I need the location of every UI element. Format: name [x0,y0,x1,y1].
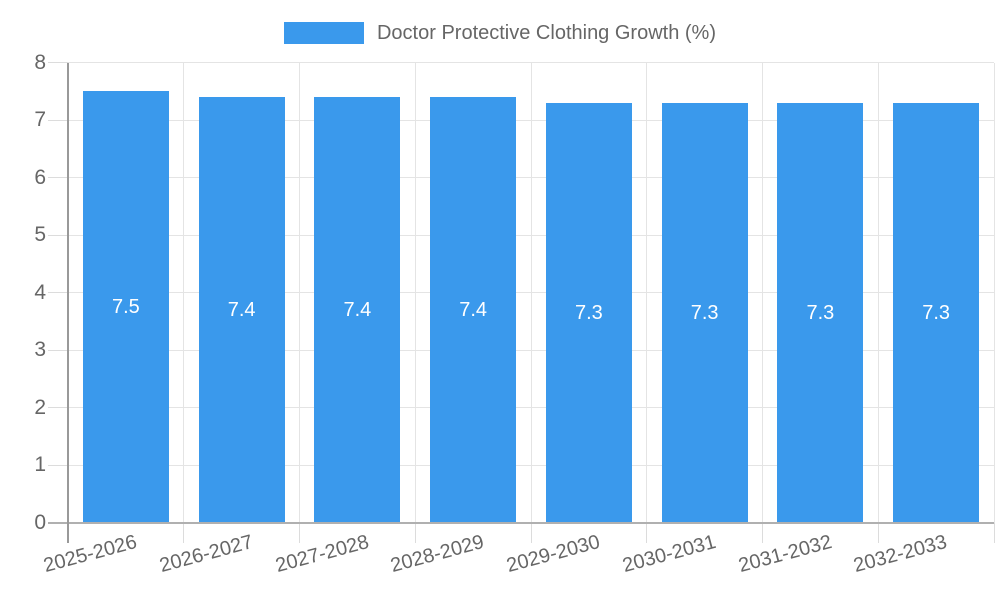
y-tick-label: 6 [34,165,46,189]
gridline-x [183,62,185,523]
x-tick-mark [183,522,185,543]
y-tick-mark [48,234,68,236]
y-tick-label: 3 [34,338,46,361]
y-tick-label: 4 [34,280,46,304]
bar-value-label: 7.4 [343,298,372,321]
bar [893,102,980,523]
x-tick-mark [646,522,648,543]
bar [430,97,517,523]
chart-legend[interactable]: Doctor Protective Clothing Growth (%) [0,20,1000,46]
x-tick-mark [299,522,300,543]
gridline-x [299,62,300,523]
bar [82,91,169,523]
legend-label: Doctor Protective Clothing Growth (%) [376,22,716,44]
x-tick-label: 2029-2030 [504,530,603,577]
gridline-x [762,62,763,523]
x-tick-label: 2032-2033 [851,530,950,577]
gridline-x [414,62,416,523]
x-tick-label: 2030-2031 [620,530,719,577]
y-tick-mark [48,177,68,178]
y-tick-mark [48,464,68,466]
bar-value-label: 7.3 [690,301,719,324]
gridline-x [877,62,879,523]
y-axis-line [67,62,69,543]
x-tick-mark [414,522,416,543]
bar [545,102,632,523]
x-tick-label: 2025-2026 [41,530,140,577]
y-tick-label: 8 [34,50,46,74]
gridline-x [993,62,995,523]
x-axis-line [48,521,994,524]
bar [198,97,285,523]
bar-value-label: 7.3 [922,301,951,324]
bar [314,97,401,523]
y-tick-label: 1 [34,453,46,476]
x-tick-label: 2028-2029 [388,530,487,577]
gridline-x [530,62,532,523]
y-tick-mark [48,119,68,121]
bar [661,102,748,523]
bar-value-label: 7.4 [227,298,256,321]
x-tick-mark [530,522,532,543]
bar-value-label: 7.4 [459,298,488,321]
y-tick-label: 2 [34,395,46,419]
y-tick-label: 5 [34,223,46,246]
x-tick-label: 2026-2027 [157,530,256,577]
x-tick-mark [877,522,879,543]
y-tick-mark [48,349,68,351]
x-tick-mark [993,522,995,543]
y-tick-mark [48,292,68,293]
x-tick-label: 2031-2032 [735,530,835,577]
bar-value-label: 7.3 [574,301,603,324]
bar-value-label: 7.3 [806,301,835,324]
y-tick-mark [48,62,68,63]
x-tick-mark [762,522,763,543]
bar-value-label: 7.5 [111,295,140,318]
y-tick-label: 0 [34,510,46,534]
legend-swatch [283,22,364,44]
gridline-x [646,62,648,523]
x-tick-label: 2027-2028 [272,530,372,577]
y-tick-mark [48,407,68,408]
y-tick-label: 7 [34,108,46,131]
bar [777,102,864,523]
